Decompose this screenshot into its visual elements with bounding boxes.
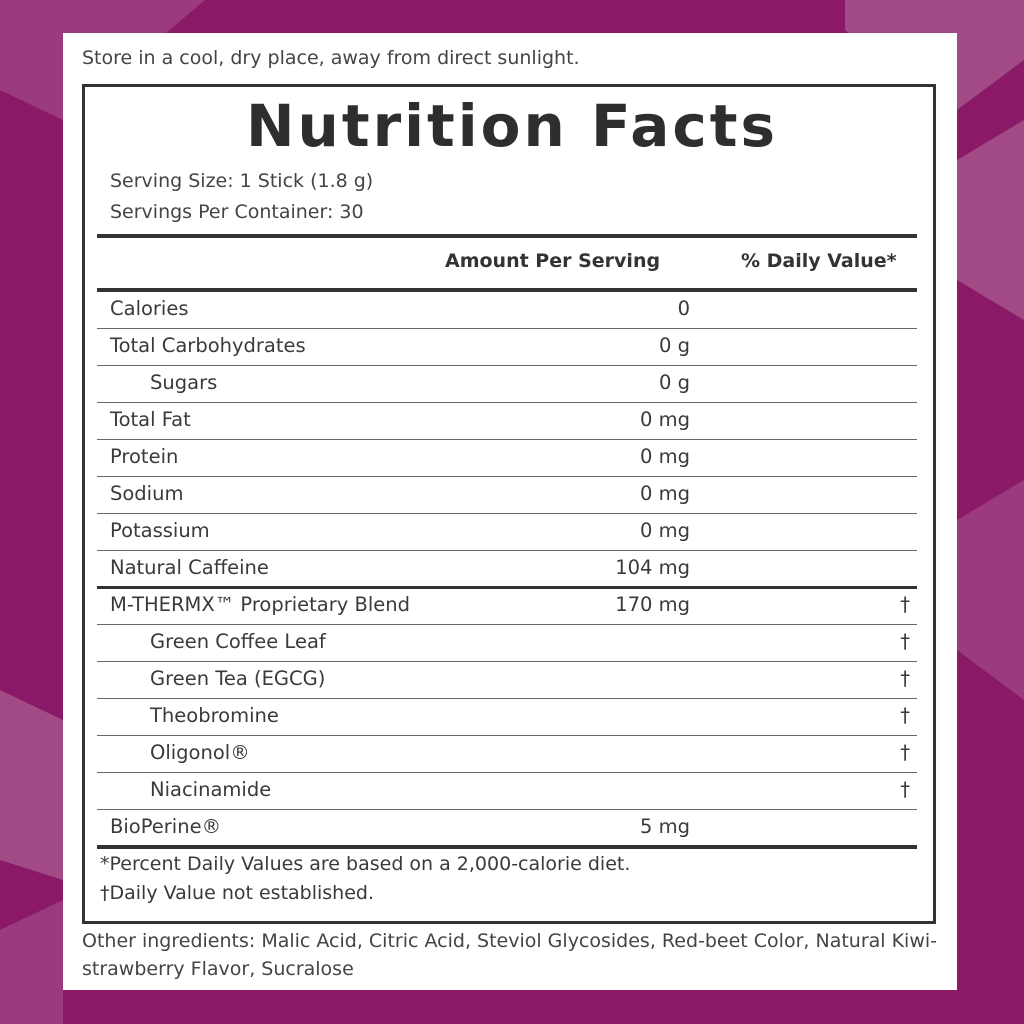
row-amount: 104 mg [615, 556, 690, 579]
column-header: % Daily Value* [741, 250, 897, 272]
servings-per-container: Servings Per Container: 30 [110, 201, 364, 223]
row-daily-value: † [900, 704, 910, 727]
row-rule [97, 513, 917, 515]
row-name: Oligonol® [150, 741, 250, 764]
row-name: Sodium [110, 482, 184, 505]
row-name: M-THERMX™ Proprietary Blend [110, 593, 411, 616]
row-daily-value: † [900, 593, 910, 616]
row-rule [97, 698, 917, 700]
row-rule [97, 772, 917, 774]
footnote: *Percent Daily Values are based on a 2,0… [100, 853, 631, 875]
row-name: Sugars [150, 371, 218, 394]
row-rule [97, 439, 917, 441]
row-name: Calories [110, 297, 189, 320]
row-amount: 170 mg [615, 593, 690, 616]
row-amount: 0 g [659, 371, 690, 394]
row-name: Potassium [110, 519, 210, 542]
row-name: Niacinamide [150, 778, 272, 801]
row-rule [97, 402, 917, 404]
thick-rule [97, 845, 917, 849]
row-rule [97, 550, 917, 552]
row-rule [97, 328, 917, 330]
row-amount: 0 g [659, 334, 690, 357]
storage-note: Store in a cool, dry place, away from di… [82, 47, 580, 69]
column-header: Amount Per Serving [445, 250, 661, 272]
title: Nutrition Facts [246, 92, 778, 160]
facts-box [82, 84, 936, 924]
row-rule [97, 809, 917, 811]
footnote: †Daily Value not established. [100, 882, 375, 904]
other-ingredients: Other ingredients: Malic Acid, Citric Ac… [82, 930, 938, 980]
row-daily-value: † [900, 778, 910, 801]
row-name: Natural Caffeine [110, 556, 269, 579]
row-name: Total Carbohydrates [110, 334, 306, 357]
row-rule [97, 624, 917, 626]
row-name: Total Fat [110, 408, 191, 431]
label-card [63, 33, 957, 990]
row-rule [97, 735, 917, 737]
row-rule [97, 661, 917, 663]
row-daily-value: † [900, 741, 910, 764]
thick-rule [97, 288, 917, 292]
thick-rule [97, 234, 917, 238]
row-name: Green Coffee Leaf [150, 630, 326, 653]
row-amount: 0 mg [640, 408, 690, 431]
row-amount: 0 mg [640, 519, 690, 542]
serving-size: Serving Size: 1 Stick (1.8 g) [110, 170, 374, 192]
row-amount: 5 mg [640, 815, 690, 838]
row-amount: 0 mg [640, 445, 690, 468]
row-name: Protein [110, 445, 179, 468]
row-amount: 0 [677, 297, 690, 320]
row-name: Theobromine [150, 704, 279, 727]
row-daily-value: † [900, 667, 910, 690]
row-amount: 0 mg [640, 482, 690, 505]
row-name: Green Tea (EGCG) [150, 667, 326, 690]
row-daily-value: † [900, 630, 910, 653]
row-name: BioPerine® [110, 815, 222, 838]
row-rule [97, 365, 917, 367]
row-rule [97, 476, 917, 478]
thick-rule [97, 586, 917, 589]
